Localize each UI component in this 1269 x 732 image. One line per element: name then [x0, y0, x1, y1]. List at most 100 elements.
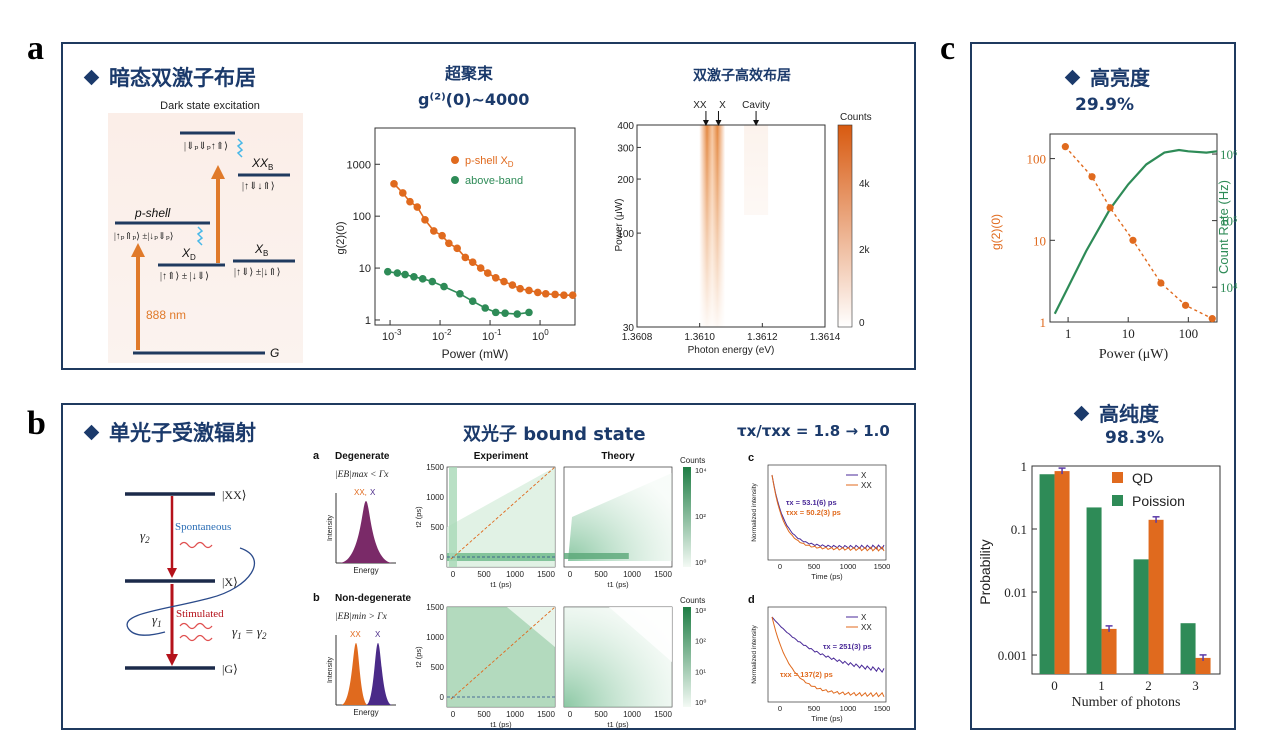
spectrum-xx-label: XX, — [354, 488, 367, 497]
map-band — [564, 553, 629, 559]
g2-point — [1061, 143, 1069, 151]
bunching-point — [513, 310, 522, 318]
counts-colorbar-label: Counts — [680, 596, 705, 605]
ground-label: G — [270, 346, 279, 360]
map-ytick-label: 0 — [440, 693, 445, 702]
bunching-title: 超聚束 — [445, 64, 494, 83]
level-xx-label: |XX⟩ — [222, 488, 246, 502]
map-ylabel: t2 (ps) — [414, 646, 423, 668]
peak-label: X — [719, 100, 726, 111]
gamma1-label: γ1 — [152, 612, 162, 629]
legend-aboveband: above-band — [465, 175, 523, 187]
map-density — [447, 467, 555, 567]
panel-a-heading: 暗态双激子布居 — [83, 62, 256, 92]
decay-xlabel: Time (ps) — [811, 714, 843, 723]
decay-frame — [767, 606, 887, 703]
biexciton-map: 400 300 200 100 301.3608 1.3610 1.3612 1.3614 Ph… — [614, 100, 872, 356]
decay-legend-x: X — [861, 613, 867, 622]
bunching-point — [481, 304, 490, 312]
decay-ylabel: Normalized intensity — [751, 624, 758, 683]
tau-x-value: τx = 251(3) ps — [823, 642, 872, 651]
map-density — [568, 473, 672, 561]
subpanel-title: Degenerate — [335, 451, 390, 462]
decay-xtick-label: 500 — [808, 704, 821, 713]
bunching-point — [551, 290, 559, 299]
bunching-point — [401, 270, 409, 279]
map-xlabel: t1 (ps) — [490, 720, 512, 729]
photon-wave — [179, 622, 213, 630]
bunching-point — [393, 269, 402, 277]
bunching-point — [525, 308, 533, 317]
theory-label: Theory — [601, 451, 635, 462]
brightness-ylabel-right: Count Rate (Hz) — [1216, 180, 1231, 274]
counts-colorbar-tick: 10⁴ — [695, 466, 707, 475]
bunching-xtick-label: 10-3 — [382, 328, 402, 343]
decay-xtick-label: 1500 — [874, 562, 891, 571]
spectrum-x-label: X — [370, 488, 376, 497]
tau-xx-value: τxx = 137(2) ps — [780, 670, 833, 679]
bar-qd — [1148, 519, 1164, 674]
diagram-caption: Dark state excitation — [160, 100, 260, 112]
purity-xtick-label: 2 — [1145, 678, 1152, 693]
bunching-subtitle: g⁽²⁾(0)~4000 — [418, 90, 530, 109]
map-xtick-label: 1.3608 — [622, 332, 653, 343]
map-xtick-label: 500 — [477, 570, 491, 579]
bunching-point — [491, 308, 500, 317]
xb-label: XB — [254, 242, 268, 258]
tau-xx-value: τxx = 50.2(3) ps — [786, 508, 841, 517]
spectrum-xlabel: Energy — [353, 566, 378, 575]
map-xtick-label: 500 — [594, 570, 608, 579]
map-ytick-label: 30 — [623, 323, 635, 334]
panel-label-a: a — [27, 30, 44, 67]
photon-path — [126, 547, 255, 636]
subpanel-condition: |EB|min > Γx — [335, 612, 388, 622]
map-colorbar-tick: 0 — [859, 318, 865, 329]
map-xlabel: t1 (ps) — [490, 580, 512, 589]
map-ytick-label: 1500 — [426, 603, 444, 612]
purity-value: 98.3% — [1105, 428, 1164, 448]
decay-curve-x — [771, 474, 885, 550]
map-xtick-label: 0 — [568, 710, 573, 719]
brightness-xtick-label: 100 — [1179, 326, 1199, 341]
map-xtick-label: 1500 — [537, 570, 555, 579]
bunching-point — [491, 273, 500, 282]
legend-poisson: Poission — [1132, 493, 1185, 509]
g2-point — [1157, 279, 1165, 287]
purity-ytick-label: 0.001 — [998, 648, 1027, 663]
map-xtick-label: 1.3610 — [684, 332, 715, 343]
counts-colorbar-tick: 10³ — [695, 606, 706, 615]
map-ytick-label: 500 — [431, 523, 445, 532]
counts-colorbar-tick: 10¹ — [695, 667, 706, 676]
decay-ylabel: Normalized intensity — [751, 482, 758, 541]
decay-legend-x: X — [861, 471, 867, 480]
brightness-xtick-label: 1 — [1065, 326, 1072, 341]
dark-state-diagram: Dark state excitation |⇓ₚ⇓ₚ↑⇑⟩ XXB |↑⇓↓⇑… — [108, 100, 303, 363]
map-xtick-label: 1000 — [506, 710, 524, 719]
brightness-xtick-label: 10 — [1122, 326, 1135, 341]
map-xtick-label: 1000 — [623, 710, 641, 719]
bunching-point — [516, 284, 524, 293]
brightness-heading: 高亮度 — [1064, 62, 1150, 91]
map-ytick-label: 300 — [617, 143, 634, 154]
bunching-point — [468, 258, 477, 266]
pshell-ket: |↑ₚ⇑ₚ⟩ ±|↓ₚ⇓ₚ⟩ — [114, 231, 173, 242]
purity-heading-text: 高纯度 — [1099, 402, 1159, 426]
bunching-frame — [374, 127, 576, 326]
decay-xtick-label: 500 — [808, 562, 821, 571]
bunching-point — [418, 275, 427, 283]
bunching-point — [410, 272, 418, 281]
brightness-heading-text: 高亮度 — [1090, 66, 1150, 90]
decay-curve-xx — [771, 474, 885, 552]
legend-marker-aboveband — [451, 176, 459, 184]
xb-ket: |↑⇓⟩ ±|↓⇑⟩ — [234, 267, 281, 278]
bar-qd — [1054, 471, 1070, 674]
counts-colorbar-tick: 10² — [695, 512, 706, 521]
bar-qd — [1101, 628, 1117, 674]
diamond-icon — [83, 69, 100, 85]
bunching-ytick-label: 10 — [359, 263, 371, 275]
map-xtick-label: 1000 — [506, 570, 524, 579]
bunching-point — [533, 288, 542, 297]
map-diagonal — [450, 606, 556, 700]
brightness-ytick-left-label: 10 — [1033, 233, 1046, 248]
map-colorbar-tick: 4k — [859, 179, 871, 190]
